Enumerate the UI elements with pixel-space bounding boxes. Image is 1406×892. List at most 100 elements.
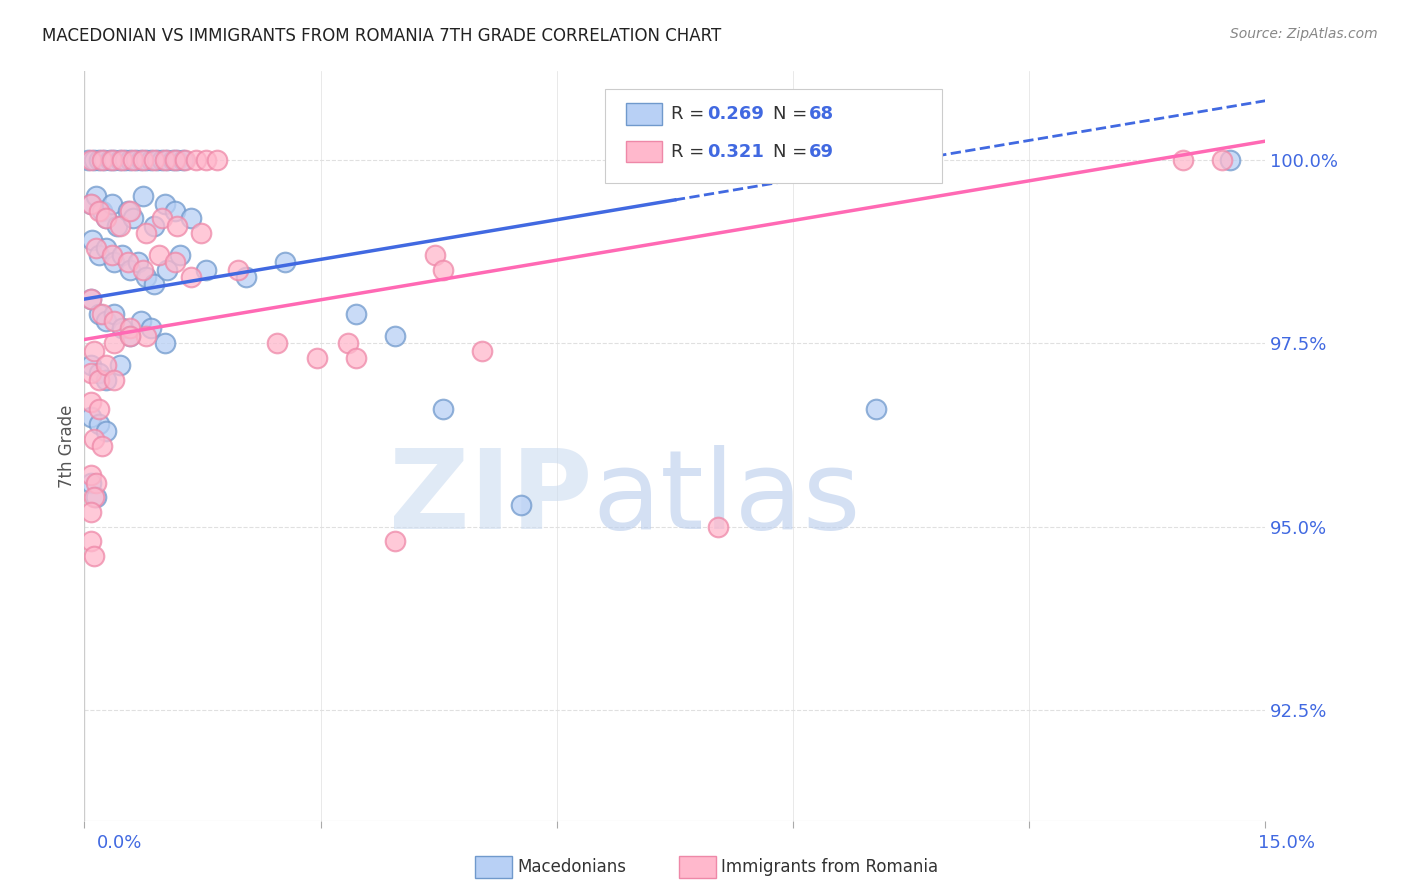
Point [122,153,145,167]
Point [83,549,105,564]
Text: 0.0%: 0.0% [97,834,142,852]
Point [87,402,110,417]
Point [172,153,194,167]
Point [190,226,212,240]
Point [118,262,141,277]
Text: Source: ZipAtlas.com: Source: ZipAtlas.com [1230,27,1378,41]
Point [118,321,141,335]
Point [471,343,494,358]
Point [118,328,141,343]
Point [127,255,149,269]
Point [226,262,249,277]
Point [135,226,157,240]
Point [84,491,107,505]
Text: N =: N = [773,143,813,161]
Point [163,153,186,167]
Point [79,505,101,519]
Text: 69: 69 [808,143,834,161]
Point [101,196,124,211]
Point [96,373,118,387]
Point [108,358,131,372]
Point [96,314,118,328]
Point [79,358,101,372]
Point [103,255,125,269]
Point [195,262,218,277]
Point [344,307,367,321]
Point [108,153,131,167]
Point [153,336,176,351]
Point [87,417,110,431]
Point [156,262,179,277]
Point [132,262,155,277]
Point [79,366,101,380]
Point [266,336,288,351]
Point [90,153,112,167]
Point [111,153,134,167]
Point [111,248,134,262]
Point [166,153,188,167]
Point [84,475,107,490]
Point [87,248,110,262]
Point [96,241,118,255]
Point [118,328,141,343]
Point [135,328,157,343]
Point [90,307,112,321]
Point [87,307,110,321]
Point [117,255,139,269]
Point [180,211,202,226]
Point [79,468,101,483]
Point [124,153,146,167]
Text: N =: N = [773,105,813,123]
Text: Immigrants from Romania: Immigrants from Romania [721,858,938,876]
Point [83,432,105,446]
Point [96,211,118,226]
Point [103,373,125,387]
Point [384,534,406,549]
Point [98,153,121,167]
Point [174,153,197,167]
Point [79,292,101,306]
Point [84,241,107,255]
Text: 68: 68 [808,105,834,123]
Point [79,395,101,409]
Point [79,153,101,167]
Point [79,292,101,306]
Point [344,351,367,365]
Point [122,211,145,226]
Point [169,248,191,262]
Point [162,153,184,167]
Point [1211,153,1233,167]
Point [87,366,110,380]
Point [150,211,173,226]
Point [107,219,129,233]
Point [205,153,228,167]
Text: 0.269: 0.269 [707,105,763,123]
Point [79,475,101,490]
Point [337,336,360,351]
Point [186,153,208,167]
Point [166,219,188,233]
Point [274,255,297,269]
Point [83,491,105,505]
Point [135,270,157,285]
Point [156,153,179,167]
Point [117,203,139,218]
Point [87,373,110,387]
Point [195,153,218,167]
Point [111,321,134,335]
Point [132,153,155,167]
Point [103,153,125,167]
Point [93,153,115,167]
Point [83,153,105,167]
Point [132,189,155,203]
Y-axis label: 7th Grade: 7th Grade [58,404,76,488]
Point [141,153,163,167]
Point [96,358,118,372]
Point [148,248,170,262]
Point [77,153,100,167]
Point [865,402,887,417]
Point [180,270,202,285]
Point [129,153,152,167]
Point [87,203,110,218]
Point [83,343,105,358]
